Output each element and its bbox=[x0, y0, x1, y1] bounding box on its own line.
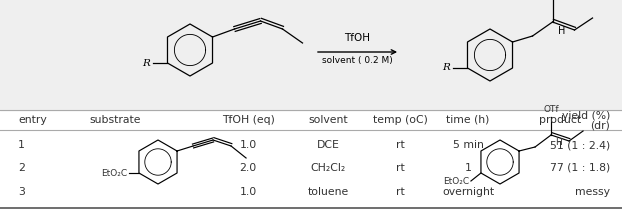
Text: CH₂Cl₂: CH₂Cl₂ bbox=[310, 163, 346, 173]
Text: H: H bbox=[557, 26, 565, 36]
Text: TfOH (eq): TfOH (eq) bbox=[221, 115, 274, 125]
Bar bbox=[0, 0, 622, 110]
Text: rt: rt bbox=[396, 140, 404, 150]
Text: EtO₂C: EtO₂C bbox=[101, 168, 127, 177]
Text: time (h): time (h) bbox=[447, 115, 490, 125]
Text: 3: 3 bbox=[18, 187, 25, 197]
Text: temp (oC): temp (oC) bbox=[373, 115, 427, 125]
Text: 2.0: 2.0 bbox=[239, 163, 257, 173]
Text: DCE: DCE bbox=[317, 140, 340, 150]
Text: rt: rt bbox=[396, 163, 404, 173]
Text: (dr): (dr) bbox=[590, 121, 610, 131]
Text: substrate: substrate bbox=[89, 115, 141, 125]
Text: R: R bbox=[142, 59, 151, 67]
Text: solvent ( 0.2 M): solvent ( 0.2 M) bbox=[322, 55, 393, 64]
Text: product: product bbox=[539, 115, 581, 125]
Text: solvent: solvent bbox=[308, 115, 348, 125]
Text: H: H bbox=[555, 138, 562, 147]
Text: overnight: overnight bbox=[442, 187, 494, 197]
Text: 2: 2 bbox=[18, 163, 25, 173]
Text: EtO₂C: EtO₂C bbox=[443, 176, 469, 185]
Text: R: R bbox=[443, 63, 450, 72]
Text: yield (%): yield (%) bbox=[562, 111, 610, 121]
Text: TfOH: TfOH bbox=[345, 33, 371, 43]
Text: messy: messy bbox=[575, 187, 610, 197]
Text: OTf: OTf bbox=[543, 105, 559, 114]
Text: 51 (1 : 2.4): 51 (1 : 2.4) bbox=[550, 140, 610, 150]
Text: 77 (1 : 1.8): 77 (1 : 1.8) bbox=[550, 163, 610, 173]
Text: rt: rt bbox=[396, 187, 404, 197]
Text: 5 min: 5 min bbox=[453, 140, 483, 150]
Text: 1: 1 bbox=[465, 163, 471, 173]
Text: 1.0: 1.0 bbox=[239, 140, 257, 150]
Text: toluene: toluene bbox=[307, 187, 348, 197]
Text: entry: entry bbox=[18, 115, 47, 125]
Text: 1: 1 bbox=[18, 140, 25, 150]
Text: 1.0: 1.0 bbox=[239, 187, 257, 197]
